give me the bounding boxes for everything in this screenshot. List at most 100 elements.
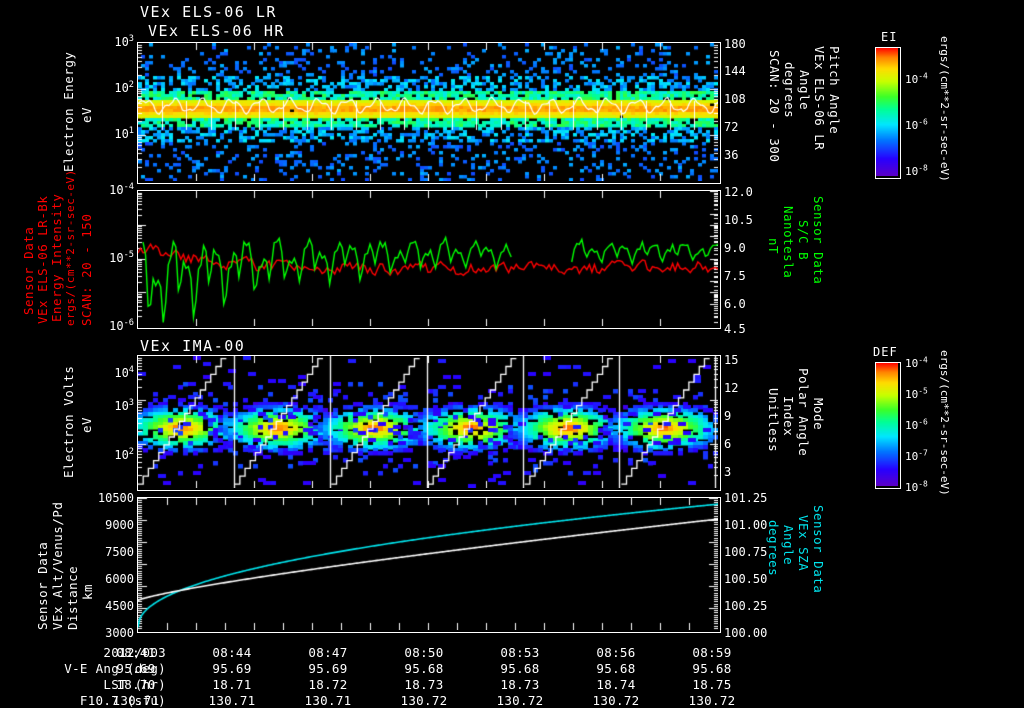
footer-ve-ang-0: 95.69	[116, 661, 156, 676]
colorbar1-unit-label: ergs/(cm**2-sr-sec-eV)	[938, 36, 951, 182]
footer-ve-ang-1: 95.69	[212, 661, 252, 676]
panel4-ytick-3000: 3000	[105, 626, 134, 640]
panel1-rtick-72: 72	[724, 120, 739, 134]
colorbar1	[875, 47, 901, 179]
panel3-right-label-index: Index	[781, 396, 796, 437]
panel1-right-label-angle: Angle	[797, 70, 812, 111]
panel2-right-label-sc-b: S/C B	[796, 220, 811, 261]
colorbar1-tick-3: 10-8	[905, 163, 928, 178]
panel1-right-label-scan: SCAN: 20 - 300	[767, 50, 782, 163]
panel4-right-label-degrees: degrees	[766, 520, 781, 577]
panel2-left-label-sensor-data: Sensor Data	[21, 226, 36, 315]
panel1-ytick-2: 102	[114, 80, 134, 95]
panel1-ytick-1: 101	[114, 126, 134, 141]
footer-ve-ang-3: 95.68	[404, 661, 444, 676]
footer-f107-4: 130.72	[496, 693, 544, 708]
panel4-rtick-10050: 100.50	[724, 572, 768, 586]
panel4-rtick-10125: 101.25	[724, 491, 768, 505]
colorbar2-tick-3: 10-6	[905, 417, 928, 432]
panel2-ytick-m5: 10-5	[109, 250, 134, 265]
panel2-rtick-45: 4.5	[724, 322, 746, 336]
colorbar2-tick-5: 10-8	[905, 479, 928, 494]
panel4-ytick-9000: 9000	[105, 518, 134, 532]
panel4-rtick-10025: 100.25	[724, 599, 768, 613]
panel2-rtick-12: 12.0	[724, 185, 753, 199]
footer-lst-1: 18.71	[212, 677, 252, 692]
colorbar2-tick-2: 10-5	[905, 386, 928, 401]
panel-ion-energy-spectrogram[interactable]	[137, 355, 721, 491]
colorbar2	[875, 362, 901, 489]
panel3-rtick-12: 12	[724, 381, 739, 395]
panel3-ytick-3: 103	[114, 398, 134, 413]
footer-time-4: 08:53	[500, 645, 540, 660]
panel2-left-label-quantity: Energy Intensity	[49, 193, 64, 322]
panel-energy-intensity-magnetic-field[interactable]	[137, 190, 721, 329]
footer-lst-3: 18.73	[404, 677, 444, 692]
footer-ve-ang-4: 95.68	[500, 661, 540, 676]
footer-ve-ang-2: 95.69	[308, 661, 348, 676]
panel2-left-label-units: ergs/(cm**2-sr-sec-eV)	[64, 169, 77, 326]
panel3-rtick-15: 15	[724, 353, 739, 367]
colorbar1-title: EI	[881, 30, 898, 44]
footer-label-date: 2012/003	[103, 645, 166, 660]
panel1-right-label-sensor: VEx ELS-06 LR	[812, 46, 827, 151]
footer-f107-2: 130.71	[304, 693, 352, 708]
panel-electron-energy-spectrogram[interactable]	[137, 42, 721, 184]
footer-lst-0: 18.70	[116, 677, 156, 692]
panel4-ytick-4500: 4500	[105, 599, 134, 613]
panel4-rtick-10075: 100.75	[724, 545, 768, 559]
colorbar2-tick-4: 10-7	[905, 448, 928, 463]
footer-f107-5: 130.72	[592, 693, 640, 708]
footer-label-f107: F10.7 (sfu)	[79, 693, 166, 708]
footer-lst-4: 18.73	[500, 677, 540, 692]
panel4-ytick-6000: 6000	[105, 572, 134, 586]
panel4-right-label-sensor-data: Sensor Data	[811, 505, 826, 594]
footer-time-0: 08:41	[116, 645, 156, 660]
panel3-left-axis-label: Electron Volts	[61, 365, 76, 479]
panel1-right-label-pitch-angle: Pitch Angle	[827, 46, 842, 135]
panel4-ytick-10500: 10500	[97, 491, 134, 505]
panel2-right-label-nanotesla: Nanotesla	[781, 206, 796, 279]
panel4-rtick-10000: 100.00	[724, 626, 768, 640]
panel3-ytick-4: 104	[114, 365, 134, 380]
panel2-ytick-m4: 10-4	[109, 182, 134, 197]
footer-ve-ang-5: 95.68	[596, 661, 636, 676]
footer-ve-ang-6: 95.68	[692, 661, 732, 676]
panel2-rtick-105: 10.5	[724, 213, 753, 227]
colorbar2-tick-1: 10-4	[905, 355, 928, 370]
panel2-ytick-m6: 10-6	[109, 318, 134, 333]
panel1-title-lr: VEx ELS-06 LR	[140, 3, 277, 21]
panel4-left-label-sensor-data: Sensor Data	[35, 541, 50, 630]
colorbar2-unit-label: ergs/(cm**2-sr-sec-eV)	[938, 350, 951, 496]
footer-f107-0: 130.71	[112, 693, 160, 708]
footer-time-6: 08:59	[692, 645, 732, 660]
footer-time-3: 08:50	[404, 645, 444, 660]
footer-f107-1: 130.71	[208, 693, 256, 708]
panel1-rtick-36: 36	[724, 148, 739, 162]
footer-lst-6: 18.75	[692, 677, 732, 692]
panel1-left-axis-label: Electron Energy	[61, 51, 76, 172]
panel3-rtick-6: 6	[724, 437, 732, 451]
panel4-right-label-angle: Angle	[781, 525, 796, 566]
colorbar1-tick-1: 10-4	[905, 71, 928, 86]
panel1-rtick-180: 180	[724, 37, 746, 51]
panel3-rtick-3: 3	[724, 465, 732, 479]
colorbar1-tick-2: 10-6	[905, 117, 928, 132]
footer-time-1: 08:44	[212, 645, 252, 660]
panel2-rtick-75: 7.5	[724, 269, 746, 283]
panel2-rtick-6: 6.0	[724, 297, 746, 311]
panel-altitude-sza[interactable]	[137, 497, 721, 633]
footer-lst-2: 18.72	[308, 677, 348, 692]
panel4-ytick-7500: 7500	[105, 545, 134, 559]
panel1-rtick-144: 144	[724, 64, 746, 78]
panel2-right-label-nt: nT	[766, 238, 781, 255]
panel1-rtick-108: 108	[724, 92, 746, 106]
panel4-rtick-10100: 101.00	[724, 518, 768, 532]
footer-time-5: 08:56	[596, 645, 636, 660]
panel2-rtick-9: 9.0	[724, 241, 746, 255]
footer-f107-6: 130.72	[688, 693, 736, 708]
footer-time-2: 08:47	[308, 645, 348, 660]
footer-lst-5: 18.74	[596, 677, 636, 692]
panel3-rtick-9: 9	[724, 409, 732, 423]
footer-label-ve-ang: V-E Ang (deg)	[64, 661, 166, 676]
